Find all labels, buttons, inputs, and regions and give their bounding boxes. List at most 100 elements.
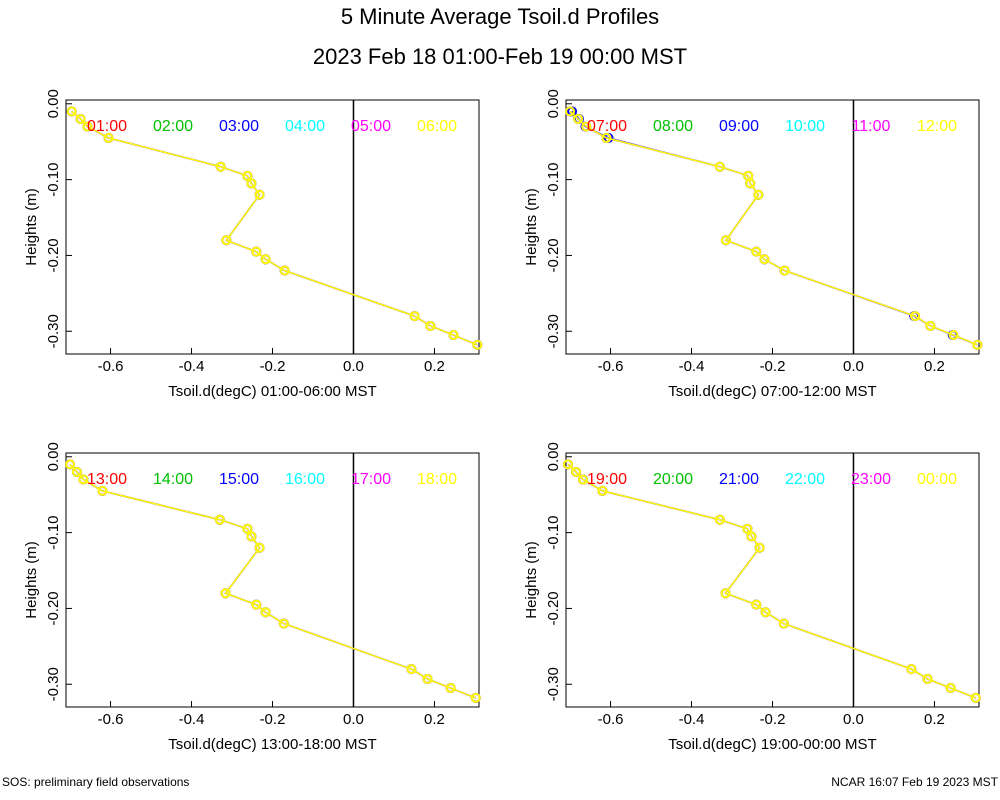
y-axis-label: Heights (m) <box>23 541 40 619</box>
profile-point <box>246 178 257 189</box>
legend-label: 08:00 <box>653 118 693 135</box>
x-axis-label: Tsoil.d(degC) 07:00-12:00 MST <box>668 383 876 400</box>
legend-label: 06:00 <box>417 118 457 135</box>
plot-frame <box>565 452 980 708</box>
profile-point <box>578 474 589 485</box>
legend-label: 16:00 <box>285 471 325 488</box>
profile-point <box>945 683 956 694</box>
profile-point <box>278 618 289 629</box>
plot-area <box>565 106 983 350</box>
profile-point <box>779 265 790 276</box>
profile-line <box>69 463 477 699</box>
profile-line <box>71 110 478 346</box>
profile-point <box>66 106 77 117</box>
legend-label: 23:00 <box>851 471 891 488</box>
page-subtitle: 2023 Feb 18 01:00-Feb 19 00:00 MST <box>313 44 687 69</box>
x-tick-label: -0.2 <box>260 358 286 375</box>
plot-area <box>66 106 483 350</box>
profile-point <box>922 673 933 684</box>
legend-label: 13:00 <box>87 471 127 488</box>
profile-point <box>242 170 253 181</box>
x-tick-label: -0.2 <box>760 358 786 375</box>
profile-line <box>69 463 477 699</box>
x-tick-label: -0.6 <box>98 358 124 375</box>
footer-left: SOS: preliminary field observations <box>2 775 189 789</box>
legend-label: 05:00 <box>351 118 391 135</box>
legend-label: 10:00 <box>785 118 825 135</box>
profile-line <box>567 463 977 699</box>
profile-point <box>97 485 108 496</box>
legend-label: 01:00 <box>87 118 127 135</box>
y-axis-label: Heights (m) <box>23 188 40 266</box>
legend-label: 17:00 <box>351 471 391 488</box>
y-tick-label: -0.20 <box>45 591 62 625</box>
x-tick-label: 0.2 <box>924 358 945 375</box>
x-axis-label: Tsoil.d(degC) 13:00-18:00 MST <box>168 736 376 753</box>
x-tick-label: 0.2 <box>924 711 945 728</box>
profile-point <box>445 683 456 694</box>
profile-point <box>751 599 762 610</box>
x-axis-label: Tsoil.d(degC) 01:00-06:00 MST <box>168 383 376 400</box>
profile-point <box>714 514 725 525</box>
profile-point <box>972 339 983 350</box>
page-title: 5 Minute Average Tsoil.d Profiles <box>341 4 659 29</box>
profile-point <box>254 189 265 200</box>
y-tick-label: -0.20 <box>45 238 62 272</box>
y-tick-label: -0.20 <box>545 591 562 625</box>
x-tick-label: -0.6 <box>598 711 624 728</box>
profile-point <box>75 113 86 124</box>
profile-line <box>567 463 977 699</box>
profile-point <box>970 692 981 703</box>
x-axis-label: Tsoil.d(degC) 19:00-00:00 MST <box>668 736 876 753</box>
profile-line <box>569 110 978 346</box>
x-tick-label: 0.2 <box>424 358 445 375</box>
y-tick-label: 0.00 <box>545 89 562 118</box>
profile-point <box>714 161 725 172</box>
footer-right: NCAR 16:07 Feb 19 2023 MST <box>831 775 998 789</box>
y-tick-label: -0.30 <box>545 667 562 701</box>
profile-line <box>71 110 478 346</box>
x-tick-label: 0.0 <box>343 358 364 375</box>
profile-point <box>565 106 576 117</box>
y-tick-label: -0.30 <box>45 314 62 348</box>
profile-point <box>260 254 271 265</box>
profile-line <box>567 463 977 699</box>
profile-line <box>567 463 977 699</box>
profile-point <box>470 692 481 703</box>
profile-line <box>71 110 478 346</box>
legend-label: 15:00 <box>219 471 259 488</box>
profile-point <box>82 121 93 132</box>
y-tick-label: 0.00 <box>45 442 62 471</box>
profile-point <box>720 588 731 599</box>
legend-label: 11:00 <box>852 118 891 135</box>
profile-point <box>759 254 770 265</box>
profile-line <box>71 110 478 346</box>
profile-point <box>751 246 762 257</box>
profile-point <box>279 265 290 276</box>
profile-line <box>567 463 977 699</box>
legend-label: 04:00 <box>285 118 325 135</box>
profile-point <box>422 673 433 684</box>
x-tick-label: -0.2 <box>260 711 286 728</box>
profile-point <box>406 664 417 675</box>
legend-label: 02:00 <box>153 118 193 135</box>
y-tick-label: -0.10 <box>45 516 62 550</box>
legend-label: 09:00 <box>719 118 759 135</box>
plot-frame <box>65 452 480 708</box>
legend-label: 22:00 <box>785 471 825 488</box>
x-tick-label: -0.4 <box>679 711 705 728</box>
profile-point <box>720 235 731 246</box>
x-tick-label: 0.0 <box>343 711 364 728</box>
x-tick-label: -0.6 <box>98 711 124 728</box>
y-tick-label: -0.10 <box>545 163 562 197</box>
profile-line <box>571 110 978 346</box>
profile-point <box>103 132 114 143</box>
profile-point <box>65 459 76 470</box>
y-tick-label: -0.20 <box>545 238 562 272</box>
profile-point <box>71 466 82 477</box>
profile-point <box>242 523 253 534</box>
x-tick-label: -0.6 <box>598 358 624 375</box>
profile-point <box>214 514 225 525</box>
legend-label: 21:00 <box>719 471 759 488</box>
x-tick-label: -0.2 <box>760 711 786 728</box>
